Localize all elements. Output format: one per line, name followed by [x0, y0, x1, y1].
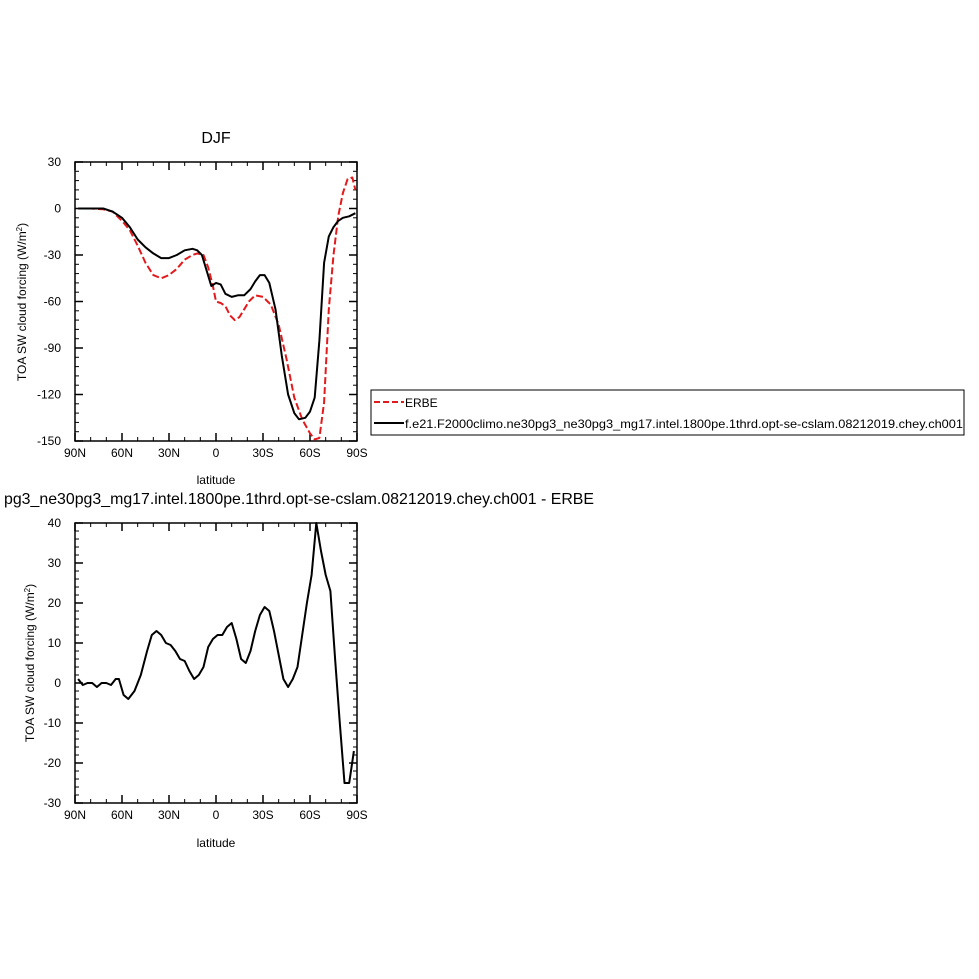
y-tick-label: 10: [48, 636, 62, 650]
x-tick-label: 90N: [64, 808, 86, 822]
y-tick-label: -60: [44, 295, 62, 309]
y-tick-label: -30: [44, 796, 62, 810]
y-tick-label: -150: [37, 434, 61, 448]
x-tick-label: 90S: [346, 446, 367, 460]
chart-difference: pg3_ne30pg3_mg17.intel.1800pe.1thrd.opt-…: [4, 491, 594, 850]
x-tick-label: 90S: [346, 808, 367, 822]
y-tick-label: 0: [54, 676, 61, 690]
legend-entry-model: f.e21.F2000climo.ne30pg3_ne30pg3_mg17.in…: [405, 417, 963, 431]
x-axis-label: latitude: [197, 473, 236, 487]
x-tick-label: 0: [213, 808, 220, 822]
y-tick-label: -120: [37, 388, 61, 402]
series-layer: [78, 176, 357, 441]
x-tick-label: 30N: [158, 808, 180, 822]
axes-frame: 90N 60N 30N 0 30S 60S 90S 30 0 -30 -60 -90 -120 -150: [37, 155, 368, 460]
legend: ERBE f.e21.F2000climo.ne30pg3_ne30pg3_mg…: [370, 389, 965, 436]
chart-title: DJF: [201, 130, 231, 147]
chart-djf: DJF 90N 60N 30N 0 30S 60S 90S 30 0 -30 -60 -90 -120 -…: [15, 130, 368, 487]
y-tick-label: 40: [48, 516, 62, 530]
series-layer: [77, 522, 355, 784]
x-tick-label: 60N: [111, 808, 133, 822]
y-tick-label: -30: [44, 248, 62, 262]
series-line-model: [78, 207, 356, 421]
x-tick-label: 60S: [299, 808, 320, 822]
y-tick-label: -20: [44, 756, 62, 770]
plot-frame: [74, 522, 358, 804]
axes-frame: 90N 60N 30N 0 30S 60S 90S 40 30 20 10 0 -10 -20 -30: [44, 516, 368, 822]
y-axis-label: TOA SW cloud forcing (W/m2): [15, 223, 29, 381]
x-tick-label: 30S: [252, 446, 273, 460]
x-tick-label: 60N: [111, 446, 133, 460]
x-tick-label: 30N: [158, 446, 180, 460]
x-tick-label: 0: [213, 446, 220, 460]
series-line-difference: [77, 522, 355, 784]
legend-frame: [370, 389, 965, 436]
series-line-erbe: [78, 176, 357, 441]
y-axis-label: TOA SW cloud forcing (W/m2): [23, 584, 37, 742]
legend-entry-erbe: ERBE: [405, 396, 438, 410]
y-tick-label: 30: [48, 155, 62, 169]
y-tick-label: -90: [44, 341, 62, 355]
y-tick-label: 20: [48, 596, 62, 610]
chart-title: pg3_ne30pg3_mg17.intel.1800pe.1thrd.opt-…: [4, 491, 594, 508]
x-tick-label: 30S: [252, 808, 273, 822]
y-tick-label: -10: [44, 716, 62, 730]
y-tick-label: 0: [54, 202, 61, 216]
x-tick-label: 90N: [64, 446, 86, 460]
x-axis-label: latitude: [197, 836, 236, 850]
x-tick-label: 60S: [299, 446, 320, 460]
y-tick-label: 30: [48, 556, 62, 570]
